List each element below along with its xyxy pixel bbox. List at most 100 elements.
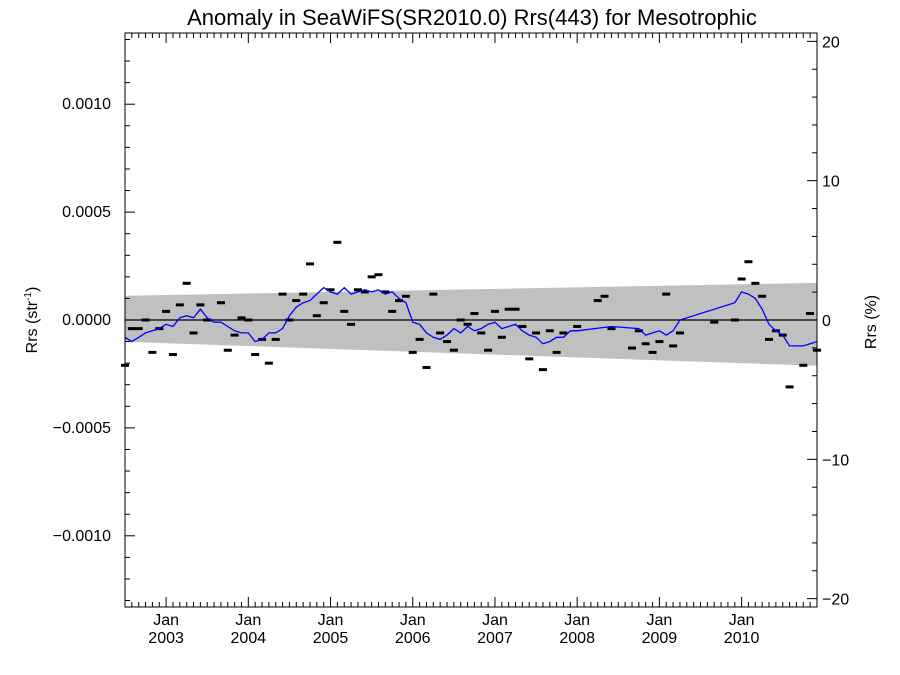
y-tick-label-right-0: 20 xyxy=(822,34,840,51)
data-point-62 xyxy=(552,350,561,354)
data-point-72 xyxy=(655,340,664,344)
data-point-32 xyxy=(347,322,356,326)
data-point-38 xyxy=(388,309,397,313)
data-point-51 xyxy=(477,331,486,335)
data-point-60 xyxy=(538,368,547,372)
data-point-76 xyxy=(710,320,719,324)
data-point-15 xyxy=(230,333,239,337)
data-point-57 xyxy=(518,324,527,328)
y-tick-label-left-4: −0.0010 xyxy=(53,528,111,545)
data-point-79 xyxy=(744,260,753,264)
data-point-67 xyxy=(607,327,616,331)
data-point-9 xyxy=(182,281,191,285)
data-point-66 xyxy=(600,294,609,298)
y-axis-label-left: Rrs (str-1) xyxy=(23,287,41,354)
x-tick-year-5: 2008 xyxy=(559,630,595,647)
data-point-31 xyxy=(340,309,349,313)
data-point-73 xyxy=(662,292,671,296)
data-point-41 xyxy=(408,350,417,354)
data-point-7 xyxy=(168,353,177,357)
data-point-68 xyxy=(628,346,637,350)
data-point-64 xyxy=(573,324,582,328)
data-point-69 xyxy=(634,329,643,333)
y-tick-label-right-3: −10 xyxy=(822,452,849,469)
data-point-39 xyxy=(395,299,404,303)
data-point-50 xyxy=(470,312,479,316)
data-point-18 xyxy=(251,353,260,357)
data-point-27 xyxy=(312,314,321,318)
data-point-16 xyxy=(237,316,246,320)
x-tick-year-4: 2007 xyxy=(477,630,513,647)
data-point-33 xyxy=(353,288,362,292)
data-point-54 xyxy=(497,335,506,339)
data-point-14 xyxy=(223,348,232,352)
data-point-11 xyxy=(196,303,205,307)
y-tick-label-left-2: 0.0000 xyxy=(62,312,111,329)
data-point-3 xyxy=(141,318,150,322)
data-point-49 xyxy=(463,322,472,326)
chart-title: Anomaly in SeaWiFS(SR2010.0) Rrs(443) fo… xyxy=(187,5,757,30)
x-tick-year-2: 2005 xyxy=(313,630,349,647)
data-point-81 xyxy=(758,294,767,298)
data-point-75 xyxy=(675,331,684,335)
data-point-53 xyxy=(490,309,499,313)
data-point-46 xyxy=(443,340,452,344)
data-point-85 xyxy=(785,385,794,389)
data-point-65 xyxy=(593,299,602,303)
data-point-44 xyxy=(429,292,438,296)
y-axis-label-left-sup: -1 xyxy=(23,292,34,301)
data-point-36 xyxy=(374,273,383,277)
data-point-30 xyxy=(333,240,342,244)
data-point-6 xyxy=(162,309,171,313)
data-point-45 xyxy=(436,331,445,335)
y-axis-label-left-suffix: ) xyxy=(24,287,41,292)
y-tick-label-right-2: 0 xyxy=(822,313,831,330)
data-point-82 xyxy=(764,337,773,341)
data-point-13 xyxy=(216,301,225,305)
data-point-59 xyxy=(532,331,541,335)
data-point-74 xyxy=(669,344,678,348)
data-point-43 xyxy=(422,365,431,369)
data-point-71 xyxy=(648,350,657,354)
x-tick-year-0: 2003 xyxy=(148,630,184,647)
x-tick-month-7: Jan xyxy=(729,612,755,629)
data-point-40 xyxy=(401,294,410,298)
y-tick-label-right-4: −20 xyxy=(822,592,849,609)
data-point-34 xyxy=(360,290,369,294)
data-point-70 xyxy=(641,342,650,346)
data-point-48 xyxy=(456,318,465,322)
x-tick-month-6: Jan xyxy=(646,612,672,629)
plot-area xyxy=(121,240,821,389)
y-tick-label-left-1: 0.0005 xyxy=(62,204,111,221)
x-tick-year-7: 2010 xyxy=(724,630,760,647)
data-point-2 xyxy=(134,327,143,331)
axes: 0.00100.00050.0000−0.0005−0.001020100−10… xyxy=(53,32,849,647)
y-tick-label-left-3: −0.0005 xyxy=(53,420,111,437)
y-axis-label-right: Rrs (%) xyxy=(863,295,880,349)
y-axis-label-left-prefix: Rrs (str xyxy=(24,300,41,353)
data-point-77 xyxy=(730,318,739,322)
x-tick-month-2: Jan xyxy=(318,612,344,629)
y-tick-label-right-1: 10 xyxy=(822,174,840,191)
data-point-47 xyxy=(449,348,458,352)
data-point-56 xyxy=(511,307,520,311)
data-point-25 xyxy=(299,292,308,296)
data-point-23 xyxy=(285,318,294,322)
x-tick-year-1: 2004 xyxy=(231,630,267,647)
data-point-37 xyxy=(381,290,390,294)
data-point-24 xyxy=(292,299,301,303)
data-point-55 xyxy=(504,307,513,311)
data-point-61 xyxy=(545,329,554,333)
data-point-86 xyxy=(799,363,808,367)
x-tick-month-1: Jan xyxy=(235,612,261,629)
data-point-42 xyxy=(415,337,424,341)
data-point-20 xyxy=(264,361,273,365)
y-tick-label-left-0: 0.0010 xyxy=(62,96,111,113)
x-tick-year-3: 2006 xyxy=(395,630,431,647)
data-point-8 xyxy=(175,303,184,307)
data-point-26 xyxy=(305,262,314,266)
x-tick-month-3: Jan xyxy=(400,612,426,629)
data-point-22 xyxy=(278,292,287,296)
data-point-78 xyxy=(737,277,746,281)
